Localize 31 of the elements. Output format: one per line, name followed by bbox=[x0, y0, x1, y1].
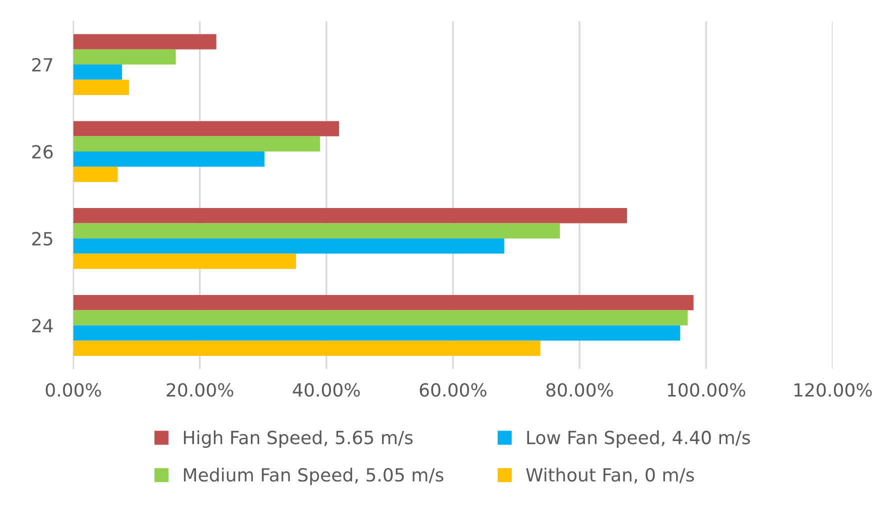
y-tick-label: 25 bbox=[32, 232, 52, 246]
x-tick-label: 20.00% bbox=[166, 383, 234, 397]
x-tick-label: 40.00% bbox=[292, 383, 360, 397]
bar bbox=[73, 166, 118, 182]
bar bbox=[73, 223, 560, 238]
x-tick-label: 120.00% bbox=[794, 383, 872, 397]
bar bbox=[73, 136, 320, 152]
legend-label: Medium Fan Speed, 5.05 m/s bbox=[184, 468, 444, 486]
x-tick-label: 0.00% bbox=[46, 383, 101, 397]
bar bbox=[73, 238, 504, 254]
bar bbox=[73, 80, 129, 95]
y-tick-label: 27 bbox=[32, 58, 52, 72]
bar bbox=[73, 340, 540, 356]
x-tick-label: 80.00% bbox=[546, 383, 613, 397]
bar bbox=[73, 294, 694, 310]
x-tick-label: 100.00% bbox=[668, 383, 746, 397]
bar bbox=[73, 325, 680, 341]
bar bbox=[73, 208, 628, 224]
bar bbox=[73, 254, 296, 269]
bar bbox=[73, 49, 176, 65]
bar bbox=[73, 64, 122, 80]
bar bbox=[73, 310, 688, 326]
y-tick-label: 26 bbox=[32, 144, 53, 159]
bar bbox=[73, 34, 216, 50]
legend-label: High Fan Speed, 5.65 m/s bbox=[184, 430, 413, 448]
x-tick-label: 60.00% bbox=[420, 383, 486, 397]
legend-label: Without Fan, 0 m/s bbox=[526, 468, 694, 484]
bar bbox=[73, 121, 340, 136]
legend-label: Low Fan Speed, 4.40 m/s bbox=[527, 430, 750, 448]
y-tick-label: 24 bbox=[32, 318, 53, 332]
bar bbox=[73, 152, 264, 167]
